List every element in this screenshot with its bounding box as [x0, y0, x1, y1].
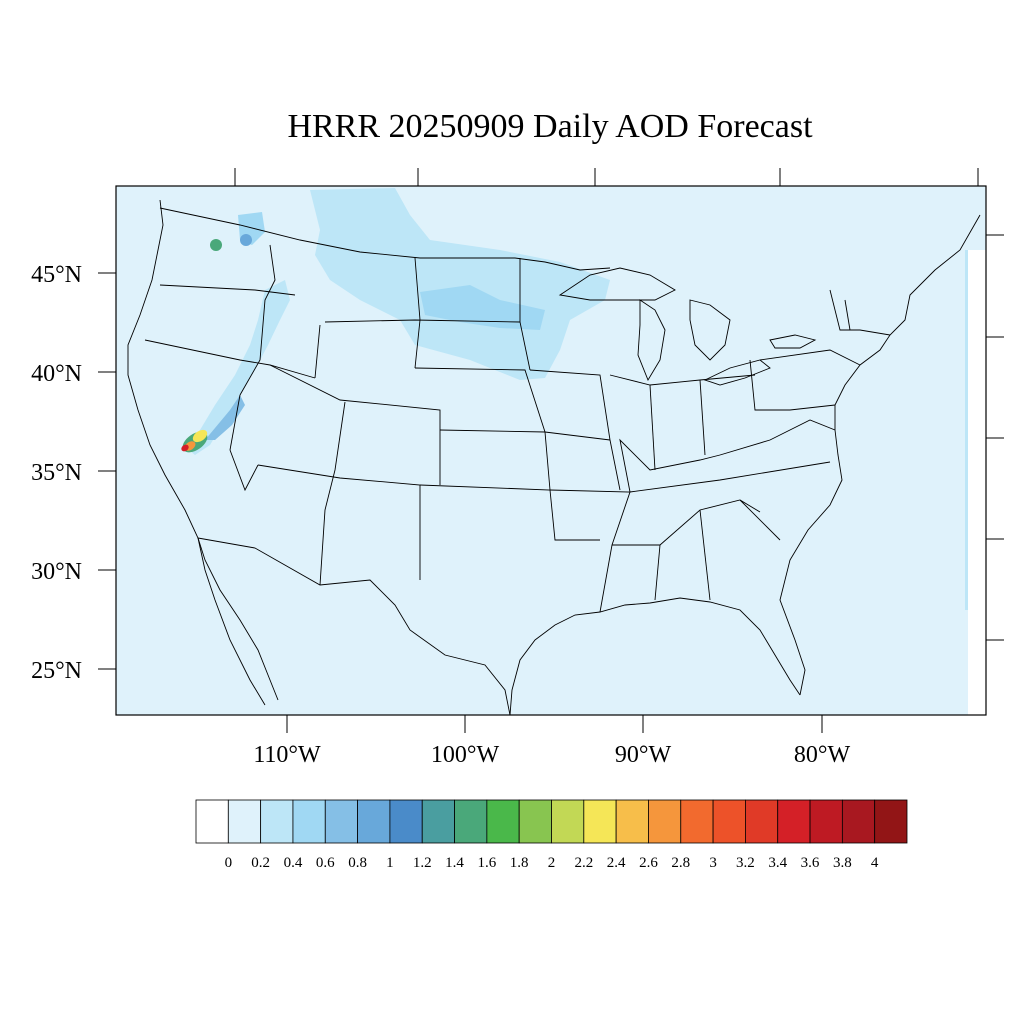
- colorbar-swatch: [777, 799, 811, 844]
- aod-region-west-plume-core: [205, 395, 245, 440]
- colorbar-label: 2: [548, 855, 556, 871]
- aod-spot-idaho: [240, 234, 252, 246]
- colorbar-label: 1.4: [445, 855, 464, 871]
- lake-erie: [703, 359, 771, 386]
- aod-region-southdakota: [420, 285, 545, 330]
- colorbar-swatch: [712, 799, 746, 844]
- colorbar-swatch: [518, 799, 552, 844]
- colorbar-label: 4: [871, 855, 879, 871]
- colorbar-swatch: [260, 799, 294, 844]
- map-frame: [115, 185, 987, 716]
- colorbar-swatch: [292, 799, 326, 844]
- colorbar-label: 3: [709, 855, 717, 871]
- lat-label-25: 25°N: [31, 658, 82, 684]
- colorbar-label: 3.8: [833, 855, 852, 871]
- colorbar-label: 2.6: [639, 855, 658, 871]
- gulf-coast: [509, 597, 801, 716]
- boundaries: [127, 199, 981, 716]
- colorbar-swatch: [680, 799, 714, 844]
- colorbar-label: 1.8: [510, 855, 529, 871]
- colorbar-swatch: [421, 799, 455, 844]
- colorbar-label: 3.6: [801, 855, 820, 871]
- colorbar-swatch: [357, 799, 391, 844]
- colorbar-swatch: [389, 799, 423, 844]
- mexico-border: [197, 537, 511, 716]
- colorbar-swatch: [809, 799, 843, 844]
- lake-michigan: [637, 299, 666, 382]
- colorbar: 0 0.2 0.4 0.6 0.8 1 1.2 1.4 1.6 1.8 2 2.2 2.4 2.6 2.8 3…: [195, 799, 908, 871]
- colorbar-swatch: [227, 799, 262, 844]
- colorbar-swatch: [551, 799, 585, 844]
- colorbar-swatch: [583, 799, 617, 844]
- aod-region-west-plume: [185, 280, 290, 455]
- chart-title: HRRR 20250909 Daily AOD Forecast: [287, 108, 813, 145]
- colorbar-label: 2.8: [671, 855, 690, 871]
- lake-ontario: [769, 334, 817, 349]
- colorbar-label: 0.8: [348, 855, 367, 871]
- colorbar-label: 1.6: [477, 855, 496, 871]
- colorbar-label: 2.2: [574, 855, 593, 871]
- colorbar-label: 0: [225, 855, 233, 871]
- lon-label-110w: 110°W: [253, 742, 321, 768]
- colorbar-label: 1.2: [413, 855, 432, 871]
- lat-label-45: 45°N: [31, 262, 82, 288]
- colorbar-swatch: [841, 799, 876, 844]
- colorbar-swatch: [195, 799, 229, 844]
- colorbar-label: 3.2: [736, 855, 755, 871]
- lon-label-100w: 100°W: [431, 742, 500, 768]
- colorbar-swatch: [615, 799, 649, 844]
- aod-field: [181, 188, 972, 610]
- colorbar-swatch: [745, 799, 779, 844]
- aod-spot-oregon: [210, 239, 222, 251]
- lat-label-30: 30°N: [31, 559, 82, 585]
- colorbar-swatch: [648, 799, 682, 844]
- tick-marks: [98, 168, 1004, 733]
- aod-hotspot-red: [181, 444, 189, 452]
- baja: [197, 537, 266, 706]
- lat-label-40: 40°N: [31, 361, 82, 387]
- lon-label-90w: 90°W: [615, 742, 672, 768]
- map-panel: 45°N 40°N 35°N 30°N 25°N 110°W 100°W 90°…: [31, 168, 1004, 768]
- colorbar-swatch: [874, 799, 908, 844]
- colorbar-swatch: [454, 799, 488, 844]
- west-coast: [127, 199, 279, 701]
- atlantic-coast: [779, 214, 981, 696]
- colorbar-label: 0.4: [284, 855, 303, 871]
- lake-huron: [689, 299, 731, 361]
- colorbar-swatch: [486, 799, 520, 844]
- colorbar-label: 0.2: [251, 855, 270, 871]
- aod-region-northern-plains: [310, 188, 610, 380]
- colorbar-swatch: [324, 799, 358, 844]
- canada-border: [159, 207, 611, 271]
- colorbar-label: 2.4: [607, 855, 626, 871]
- map-no-data-strip: [968, 250, 986, 715]
- lat-label-35: 35°N: [31, 460, 82, 486]
- colorbar-label: 0.6: [316, 855, 335, 871]
- lake-superior: [558, 267, 676, 301]
- colorbar-label: 1: [386, 855, 394, 871]
- lon-label-80w: 80°W: [794, 742, 851, 768]
- colorbar-label: 3.4: [768, 855, 787, 871]
- aod-hotspot-yellow: [192, 429, 208, 443]
